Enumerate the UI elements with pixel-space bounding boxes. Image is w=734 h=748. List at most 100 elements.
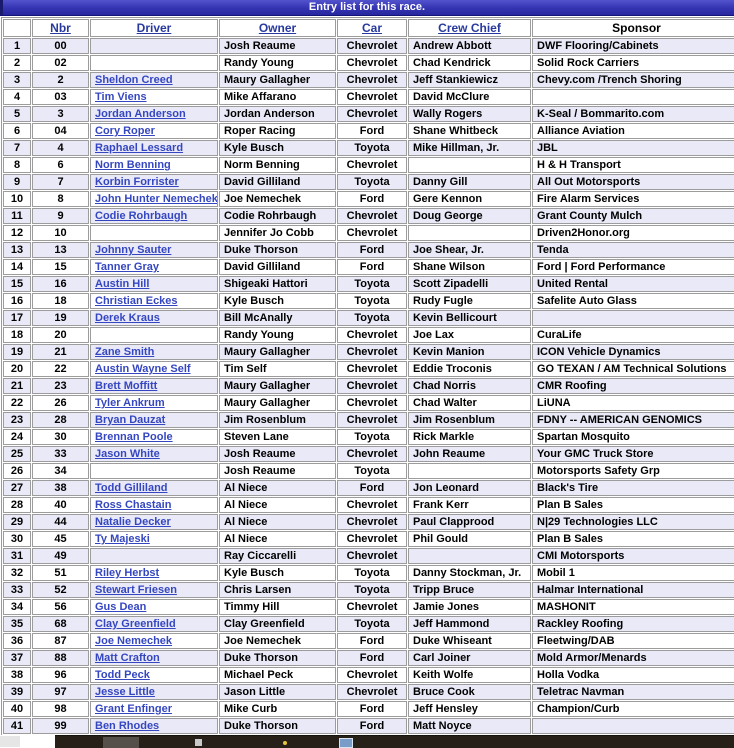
table-row: 41 99 Ben Rhodes Duke Thorson Ford Matt Noyce (3, 718, 734, 734)
crew-chief-cell (408, 548, 531, 564)
sponsor-cell: FDNY -- AMERICAN GENOMICS (532, 412, 734, 428)
driver-cell: Jesse Little (90, 684, 218, 700)
driver-link[interactable]: Codie Rohrbaugh (95, 210, 188, 222)
alert-dot-icon[interactable] (283, 741, 287, 745)
driver-link[interactable]: Johnny Sauter (95, 244, 172, 256)
driver-link[interactable]: Cory Roper (95, 125, 155, 137)
truck-number-cell: 44 (32, 514, 89, 530)
taskbar[interactable] (55, 735, 734, 748)
driver-link[interactable]: Austin Wayne Self (95, 363, 191, 375)
driver-link[interactable]: Tanner Gray (95, 261, 159, 273)
row-position-cell: 6 (3, 123, 31, 139)
table-row: 7 4 Raphael Lessard Kyle Busch Toyota Mike Hi… (3, 140, 734, 156)
driver-link[interactable]: Todd Gilliland (95, 482, 168, 494)
driver-link[interactable]: Jordan Anderson (95, 108, 186, 120)
driver-link[interactable]: Christian Eckes (95, 295, 178, 307)
driver-cell: Brennan Poole (90, 429, 218, 445)
truck-number-cell: 4 (32, 140, 89, 156)
sponsor-cell: Rackley Roofing (532, 616, 734, 632)
crew-chief-cell: Mike Hillman, Jr. (408, 140, 531, 156)
driver-link[interactable]: Stewart Friesen (95, 584, 177, 596)
truck-number-cell: 96 (32, 667, 89, 683)
driver-link[interactable]: Matt Crafton (95, 652, 160, 664)
driver-link[interactable]: Derek Kraus (95, 312, 160, 324)
row-position-cell: 25 (3, 446, 31, 462)
car-cell: Chevrolet (337, 89, 407, 105)
truck-number-cell: 3 (32, 106, 89, 122)
crew-chief-cell: Jim Rosenblum (408, 412, 531, 428)
table-row: 32 51 Riley Herbst Kyle Busch Toyota Danny St… (3, 565, 734, 581)
row-position-cell: 22 (3, 395, 31, 411)
driver-link[interactable]: Tyler Ankrum (95, 397, 165, 409)
table-row: 39 97 Jesse Little Jason Little Chevrolet Bru… (3, 684, 734, 700)
crew-chief-sort-link[interactable]: Crew Chief (438, 21, 501, 35)
table-row: 23 28 Bryan Dauzat Jim Rosenblum Chevrolet Ji… (3, 412, 734, 428)
driver-link[interactable]: Brennan Poole (95, 431, 173, 443)
driver-link[interactable]: Tim Viens (95, 91, 147, 103)
owner-cell: Josh Reaume (219, 463, 336, 479)
owner-cell: Maury Gallagher (219, 395, 336, 411)
driver-link[interactable]: Grant Enfinger (95, 703, 173, 715)
nbr-sort-link[interactable]: Nbr (50, 21, 71, 35)
driver-link[interactable]: Norm Benning (95, 159, 171, 171)
truck-number-cell: 16 (32, 276, 89, 292)
driver-link[interactable]: Todd Peck (95, 669, 150, 681)
driver-link[interactable]: Clay Greenfield (95, 618, 176, 630)
driver-cell: John Hunter Nemechek (90, 191, 218, 207)
truck-number-cell: 97 (32, 684, 89, 700)
table-row: 6 04 Cory Roper Roper Racing Ford Shane Whitb… (3, 123, 734, 139)
row-position-cell: 4 (3, 89, 31, 105)
driver-link[interactable]: Bryan Dauzat (95, 414, 166, 426)
driver-cell: Austin Wayne Self (90, 361, 218, 377)
row-position-cell: 19 (3, 344, 31, 360)
crew-chief-cell: Frank Kerr (408, 497, 531, 513)
driver-link[interactable]: Joe Nemechek (95, 635, 173, 647)
car-cell: Chevrolet (337, 72, 407, 88)
launcher-icon[interactable] (195, 739, 202, 746)
crew-chief-cell: Rudy Fugle (408, 293, 531, 309)
driver-link[interactable]: Riley Herbst (95, 567, 160, 579)
car-cell: Ford (337, 650, 407, 666)
sponsor-cell: Grant County Mulch (532, 208, 734, 224)
truck-number-cell: 34 (32, 463, 89, 479)
crew-chief-cell: Jeff Hammond (408, 616, 531, 632)
driver-link[interactable]: Korbin Forrister (95, 176, 179, 188)
driver-cell (90, 225, 218, 241)
crew-chief-cell: Matt Noyce (408, 718, 531, 734)
driver-link[interactable]: Gus Dean (95, 601, 147, 613)
driver-link[interactable]: Brett Moffitt (95, 380, 158, 392)
driver-link[interactable]: Zane Smith (95, 346, 155, 358)
driver-cell: Riley Herbst (90, 565, 218, 581)
driver-link[interactable]: Ben Rhodes (95, 720, 160, 732)
car-sort-link[interactable]: Car (361, 21, 382, 35)
taskbar-active-app[interactable] (103, 737, 139, 748)
car-cell: Chevrolet (337, 327, 407, 343)
driver-link[interactable]: Natalie Decker (95, 516, 171, 528)
driver-link[interactable]: Jason White (95, 448, 160, 460)
table-row: 10 8 John Hunter Nemechek Joe Nemechek Ford G… (3, 191, 734, 207)
owner-cell: Al Niece (219, 514, 336, 530)
owner-cell: Jason Little (219, 684, 336, 700)
sponsor-cell: Fire Alarm Services (532, 191, 734, 207)
crew-chief-cell: Scott Zipadelli (408, 276, 531, 292)
row-position-cell: 23 (3, 412, 31, 428)
driver-cell: Cory Roper (90, 123, 218, 139)
driver-link[interactable]: Sheldon Creed (95, 74, 173, 86)
driver-sort-link[interactable]: Driver (136, 21, 172, 35)
driver-link[interactable]: Austin Hill (95, 278, 150, 290)
owner-cell: Shigeaki Hattori (219, 276, 336, 292)
owner-sort-link[interactable]: Owner (258, 21, 297, 35)
owner-cell: Michael Peck (219, 667, 336, 683)
car-cell: Ford (337, 718, 407, 734)
driver-link[interactable]: Ross Chastain (95, 499, 172, 511)
owner-cell: Duke Thorson (219, 718, 336, 734)
driver-link[interactable]: Raphael Lessard (95, 142, 184, 154)
driver-link[interactable]: John Hunter Nemechek (95, 193, 218, 205)
row-position-cell: 40 (3, 701, 31, 717)
table-row: 4 03 Tim Viens Mike Affarano Chevrolet David … (3, 89, 734, 105)
driver-link[interactable]: Ty Majeski (95, 533, 150, 545)
driver-link[interactable]: Jesse Little (95, 686, 155, 698)
car-cell: Chevrolet (337, 684, 407, 700)
table-row: 15 16 Austin Hill Shigeaki Hattori Toyota Sco… (3, 276, 734, 292)
car-cell: Toyota (337, 310, 407, 326)
